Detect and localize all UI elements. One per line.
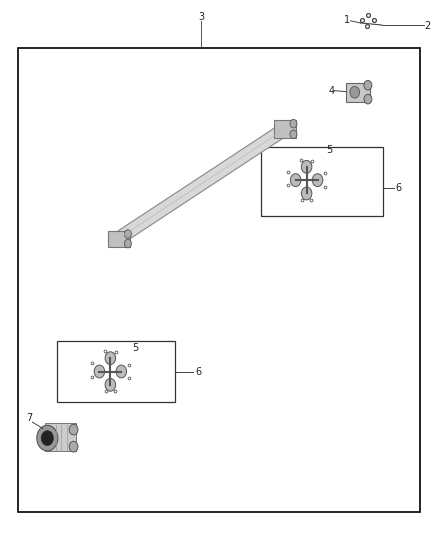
Text: 5: 5 bbox=[326, 146, 332, 155]
Circle shape bbox=[116, 365, 127, 378]
Circle shape bbox=[105, 378, 116, 391]
Polygon shape bbox=[274, 120, 296, 138]
Circle shape bbox=[124, 230, 131, 238]
Text: 7: 7 bbox=[26, 414, 32, 423]
Circle shape bbox=[350, 86, 360, 98]
Circle shape bbox=[124, 239, 131, 248]
Circle shape bbox=[37, 425, 58, 451]
Circle shape bbox=[94, 365, 105, 378]
Circle shape bbox=[69, 424, 78, 435]
Bar bbox=[18, 48, 420, 512]
Circle shape bbox=[290, 174, 301, 187]
Circle shape bbox=[69, 441, 78, 452]
Polygon shape bbox=[118, 125, 285, 243]
Circle shape bbox=[41, 431, 53, 446]
Text: 5: 5 bbox=[133, 343, 139, 352]
Circle shape bbox=[105, 352, 116, 365]
Text: 1: 1 bbox=[344, 15, 350, 25]
Polygon shape bbox=[45, 423, 76, 451]
Bar bbox=[261, 147, 383, 216]
Circle shape bbox=[301, 160, 312, 173]
Text: 4: 4 bbox=[328, 86, 334, 95]
Text: 3: 3 bbox=[198, 12, 205, 22]
Polygon shape bbox=[346, 83, 370, 102]
Circle shape bbox=[301, 187, 312, 200]
Circle shape bbox=[312, 174, 323, 187]
Circle shape bbox=[290, 130, 297, 139]
Text: 6: 6 bbox=[195, 367, 201, 377]
Polygon shape bbox=[108, 231, 130, 247]
Text: 6: 6 bbox=[396, 183, 402, 193]
Text: 2: 2 bbox=[424, 21, 430, 30]
Circle shape bbox=[290, 119, 297, 128]
Circle shape bbox=[364, 80, 372, 90]
Bar bbox=[57, 341, 175, 402]
Circle shape bbox=[364, 94, 372, 104]
